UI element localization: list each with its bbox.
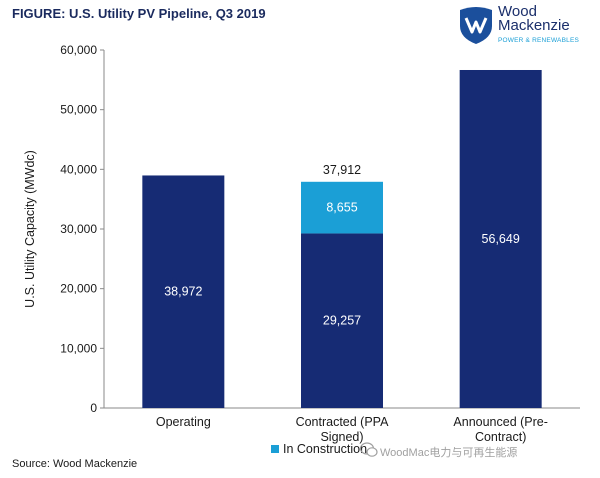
y-tick-label: 30,000 (60, 222, 97, 236)
wood-mackenzie-logo-mark-icon (460, 7, 492, 44)
source-note: Source: Wood Mackenzie (12, 458, 138, 470)
logo-tagline: POWER & RENEWABLES (498, 37, 580, 44)
legend-label-in-construction: In Construction (283, 442, 367, 456)
x-category-label: Announced (Pre- (453, 415, 548, 429)
y-tick-label: 10,000 (60, 341, 97, 355)
figure-title: FIGURE: U.S. Utility PV Pipeline, Q3 201… (12, 6, 266, 21)
total-label: 37,912 (323, 163, 361, 177)
data-label: 56,649 (482, 232, 520, 246)
wechat-icon (360, 442, 378, 457)
y-axis-label: U.S. Utility Capacity (MWdc) (23, 150, 37, 308)
data-label: 29,257 (323, 314, 361, 328)
watermark-text: WoodMac电力与可再生能源 (380, 447, 518, 459)
logo-line1: Wood (498, 3, 537, 20)
x-category-label: Signed) (320, 430, 363, 444)
data-label: 38,972 (164, 285, 202, 299)
y-tick-label: 40,000 (60, 162, 97, 176)
y-tick-label: 20,000 (60, 282, 97, 296)
y-tick-label: 0 (90, 401, 97, 415)
x-category-label: Contracted (PPA (296, 415, 390, 429)
bar-segment (301, 181, 383, 234)
wood-mackenzie-logo: Wood Mackenzie POWER & RENEWABLES (458, 4, 598, 52)
bar-segment (142, 175, 225, 408)
legend-swatch-in-construction (271, 445, 279, 453)
logo-line2: Mackenzie (498, 17, 570, 34)
y-tick-label: 50,000 (60, 103, 97, 117)
x-category-label: Contract) (475, 430, 526, 444)
x-category-label: Operating (156, 415, 211, 429)
bar-segment (459, 69, 542, 409)
y-tick-label: 60,000 (60, 43, 97, 57)
data-label: 8,655 (326, 201, 357, 215)
bar-segment (301, 233, 383, 408)
